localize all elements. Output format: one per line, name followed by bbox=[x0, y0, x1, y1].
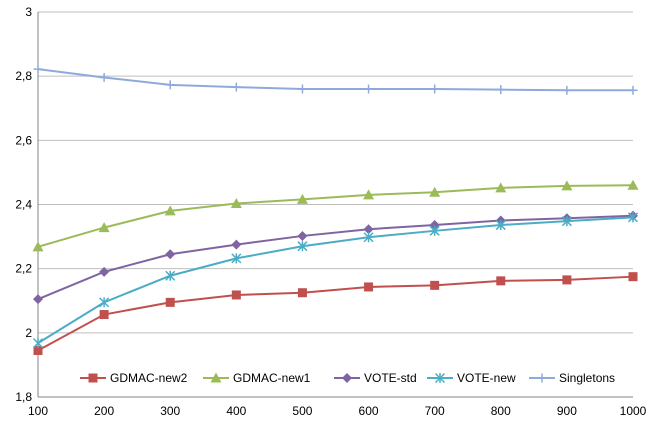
series-line bbox=[37, 216, 634, 344]
series-vote-new bbox=[32, 212, 639, 349]
x-tick-label: 100 bbox=[28, 404, 48, 418]
data-point bbox=[33, 294, 43, 305]
x-tick-label: 400 bbox=[226, 404, 246, 418]
data-point bbox=[363, 224, 374, 235]
data-point bbox=[99, 310, 109, 320]
legend-item: GDMAC-new2 bbox=[80, 371, 188, 385]
series-line bbox=[37, 184, 634, 248]
x-tick-label: 200 bbox=[94, 404, 114, 418]
series-vote-std bbox=[33, 210, 638, 305]
data-point bbox=[429, 186, 441, 197]
data-point bbox=[99, 266, 110, 277]
x-tick-label: 700 bbox=[425, 404, 445, 418]
data-point bbox=[364, 282, 374, 292]
data-point bbox=[231, 290, 241, 300]
data-point bbox=[627, 179, 639, 190]
data-point bbox=[561, 180, 573, 191]
data-point bbox=[434, 372, 446, 384]
data-point bbox=[430, 84, 440, 94]
x-tick-label: 500 bbox=[292, 404, 312, 418]
legend-label: Singletons bbox=[559, 371, 615, 385]
data-point bbox=[231, 82, 241, 92]
series-line bbox=[37, 214, 634, 301]
data-point bbox=[297, 230, 308, 241]
data-point bbox=[165, 297, 175, 307]
y-tick-label: 1,8 bbox=[15, 390, 32, 404]
series-gdmac-new2 bbox=[33, 272, 638, 355]
data-point bbox=[33, 64, 43, 74]
data-point bbox=[98, 222, 110, 233]
data-point bbox=[165, 249, 176, 260]
data-point bbox=[537, 373, 547, 383]
data-point bbox=[363, 189, 375, 200]
data-point bbox=[496, 276, 506, 286]
data-point bbox=[164, 205, 176, 216]
data-point bbox=[297, 241, 308, 252]
data-point bbox=[32, 338, 44, 349]
data-point bbox=[230, 198, 242, 209]
data-point bbox=[495, 220, 506, 231]
data-point bbox=[231, 253, 242, 264]
legend-item: GDMAC-new1 bbox=[203, 371, 311, 385]
data-point bbox=[231, 239, 242, 250]
data-point bbox=[364, 84, 374, 94]
series-line bbox=[37, 275, 634, 352]
data-point bbox=[165, 80, 175, 90]
x-tick-label: 1000 bbox=[620, 404, 647, 418]
data-point bbox=[429, 225, 440, 236]
data-point bbox=[562, 85, 572, 95]
data-point bbox=[562, 275, 572, 285]
y-tick-label: 3 bbox=[25, 5, 32, 19]
legend-label: GDMAC-new2 bbox=[110, 371, 188, 385]
data-point bbox=[33, 345, 43, 355]
gridlines bbox=[38, 11, 633, 398]
x-tick-label: 300 bbox=[160, 404, 180, 418]
data-point bbox=[99, 297, 110, 308]
series-group bbox=[32, 64, 639, 355]
x-tick-label: 600 bbox=[359, 404, 379, 418]
x-tick-label: 800 bbox=[491, 404, 511, 418]
y-tick-label: 2,8 bbox=[15, 69, 32, 83]
legend-item: VOTE-std bbox=[334, 371, 417, 385]
series-singletons bbox=[33, 64, 638, 95]
legend-label: GDMAC-new1 bbox=[233, 371, 311, 385]
axes: 1,8 2 2,2 2,4 2,6 2,8 3 100 200 300 400 500 600 700 80… bbox=[15, 5, 646, 418]
data-point bbox=[165, 270, 176, 281]
data-point bbox=[495, 182, 507, 193]
data-point bbox=[210, 372, 222, 383]
data-point bbox=[296, 193, 308, 204]
data-point bbox=[88, 373, 98, 383]
y-tick-label: 2,6 bbox=[15, 133, 32, 147]
legend-item: VOTE-new bbox=[427, 371, 516, 385]
legend-label: VOTE-std bbox=[364, 371, 417, 385]
x-tick-label: 900 bbox=[557, 404, 577, 418]
data-point bbox=[430, 280, 440, 290]
series-line bbox=[37, 68, 633, 92]
y-tick-label: 2,2 bbox=[15, 262, 32, 276]
series-gdmac-new1 bbox=[32, 179, 639, 252]
data-point bbox=[561, 216, 572, 227]
data-point bbox=[99, 72, 109, 82]
data-point bbox=[627, 212, 639, 223]
data-point bbox=[297, 288, 307, 298]
legend-label: VOTE-new bbox=[457, 371, 516, 385]
y-tick-label: 2 bbox=[25, 326, 32, 340]
legend: GDMAC-new2 GDMAC-new1 VOTE-std VOTE-new Sing… bbox=[80, 371, 615, 385]
data-point bbox=[32, 241, 44, 252]
data-point bbox=[496, 85, 506, 95]
data-point bbox=[628, 272, 638, 282]
data-point bbox=[628, 85, 638, 95]
data-point bbox=[297, 84, 307, 94]
data-point bbox=[342, 373, 352, 383]
legend-item: Singletons bbox=[529, 371, 615, 385]
y-tick-label: 2,4 bbox=[15, 198, 32, 212]
data-point bbox=[363, 232, 374, 243]
